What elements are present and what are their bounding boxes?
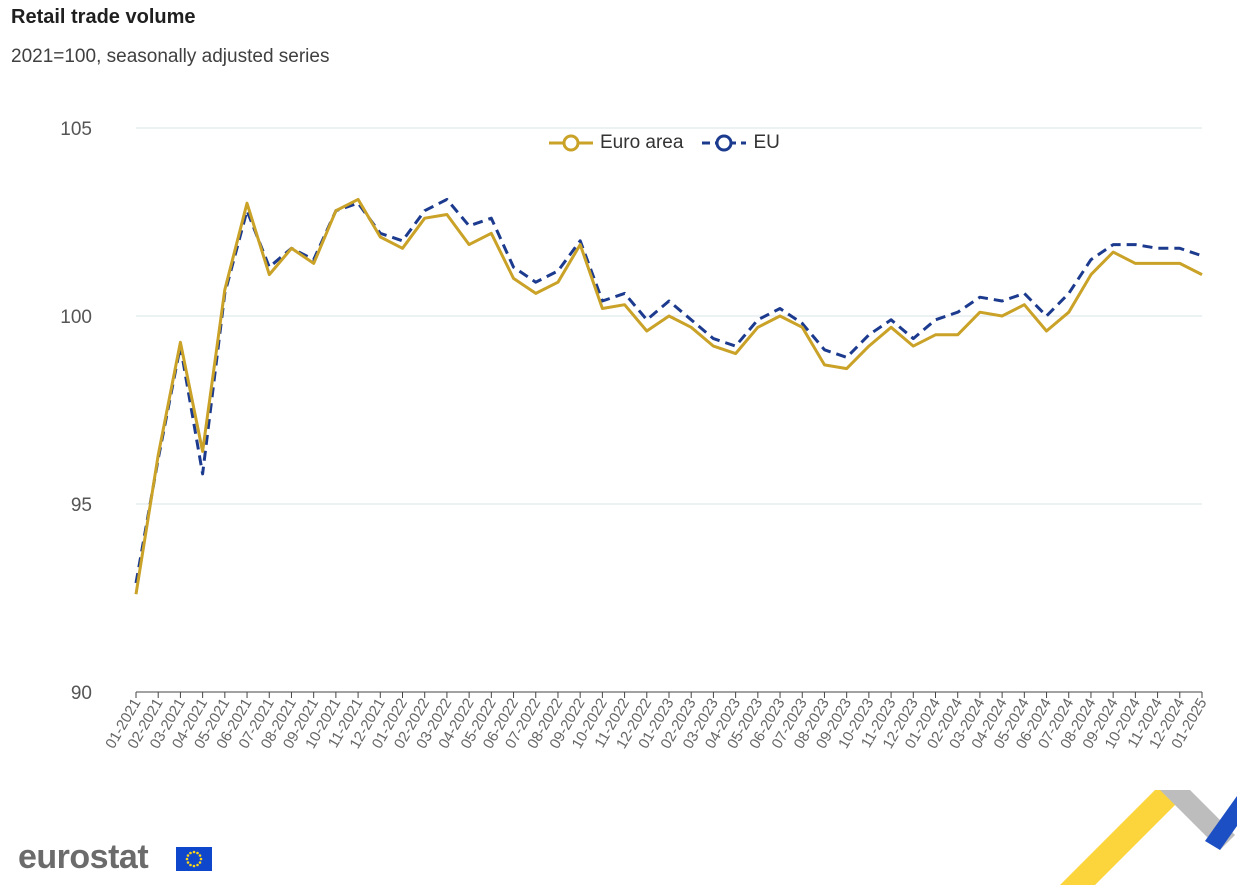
y-tick-label: 105 [60,119,92,140]
series-line-euro-area[interactable] [134,197,1203,595]
legend-symbol-eu [702,134,747,152]
series-line-eu[interactable] [134,197,1203,584]
legend-item-euro-area[interactable]: Euro area [548,132,683,154]
y-tick-label: 90 [71,683,92,704]
eurostat-logo: eurostat [18,838,149,876]
chart-subtitle: 2021=100, seasonally adjusted series [11,46,330,67]
y-tick-label: 95 [71,495,92,516]
y-tick-label: 100 [60,307,92,328]
chart-title: Retail trade volume [11,6,196,28]
y-axis: 90 95 100 105 [60,119,92,704]
legend-item-eu[interactable]: EU [701,132,780,154]
series-lines [134,197,1203,595]
legend-symbol-euro-area [549,134,593,152]
legend: Euro area EU [548,132,798,154]
eu-flag-icon [176,847,212,871]
legend-label-euro-area: Euro area [600,132,684,153]
legend-label-eu: EU [753,132,780,153]
x-axis: 01-202102-202103-202104-202105-202106-20… [102,691,1210,752]
corner-decoration [1060,790,1237,885]
